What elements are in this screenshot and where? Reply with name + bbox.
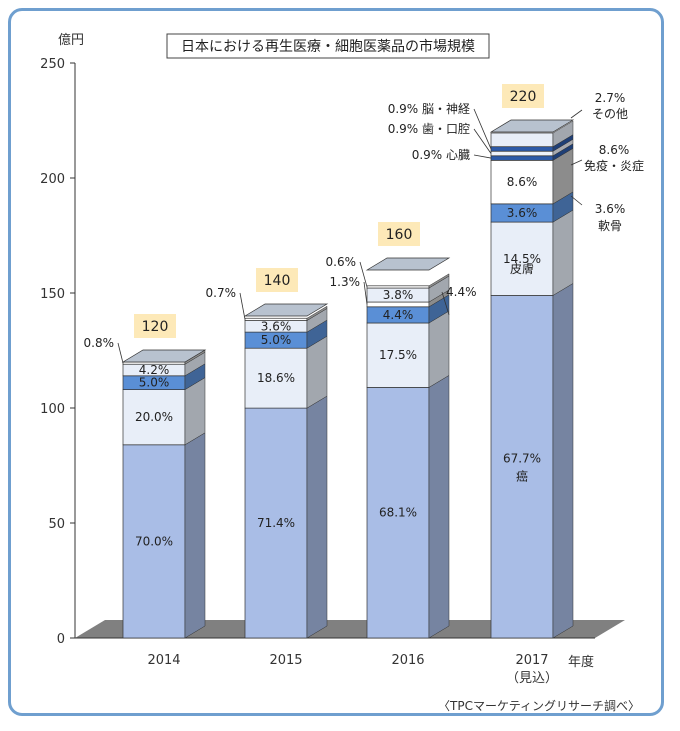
callout-line <box>570 159 583 166</box>
y-axis-unit-label: 億円 <box>58 32 84 48</box>
callout-label: 0.7% <box>206 286 237 300</box>
bar-side <box>552 209 574 296</box>
callout-line <box>473 128 492 154</box>
segment-label: 4.4% <box>383 308 414 322</box>
bar-segment <box>122 389 186 446</box>
total-box <box>256 268 298 292</box>
bar-top <box>365 257 451 271</box>
callout-line <box>473 108 492 150</box>
bar-top <box>489 119 575 133</box>
callout-name: その他 <box>592 107 628 121</box>
segment-label: 71.4% <box>257 516 295 530</box>
bar-side <box>428 273 450 289</box>
bar-segment <box>490 295 554 639</box>
bar-side <box>306 305 328 321</box>
callout-line <box>441 291 450 316</box>
callout-label: 8.6% <box>599 143 630 157</box>
source-note: 〈TPCマーケティングリサーチ調べ〉 <box>438 699 640 713</box>
callout-label: 4.4% <box>446 285 477 299</box>
bar-side <box>428 374 450 639</box>
bar-segment <box>244 347 308 409</box>
callout-label: 3.6% <box>595 202 626 216</box>
callout-label: 0.9% 脳・神経 <box>388 102 470 116</box>
callout-label: 2.7% <box>595 91 626 105</box>
bar-segment <box>490 146 554 152</box>
x-tick-label: 2016 <box>391 653 424 668</box>
callout-name: 免疫・炎症 <box>584 158 644 173</box>
callout-line <box>117 342 124 364</box>
total-box <box>378 222 420 246</box>
callout-label: 0.6% <box>326 255 357 269</box>
bar-segment <box>490 221 554 296</box>
bar-segment <box>366 301 430 308</box>
chart-title: 日本における再生医療・細胞医薬品の市場規模 <box>181 38 475 55</box>
bar-segment <box>490 159 554 205</box>
segment-label: 70.0% <box>135 534 173 548</box>
y-tick-label: 200 <box>40 172 65 187</box>
x-tick-note: （見込） <box>506 671 558 686</box>
x-tick-label: 2014 <box>147 653 180 668</box>
segment-label: 8.6% <box>507 175 538 189</box>
segment-label: 17.5% <box>379 348 417 362</box>
segment-label: 20.0% <box>135 410 173 424</box>
bar-top <box>121 349 207 363</box>
total-label: 220 <box>510 89 537 105</box>
bar-segment <box>490 132 554 148</box>
bar-side <box>306 335 328 409</box>
callout-line <box>570 195 583 206</box>
total-label: 140 <box>264 273 291 289</box>
callout-label: 0.8% <box>84 336 115 350</box>
x-tick-label: 2015 <box>269 653 302 668</box>
segment-label: 14.5% <box>503 252 541 266</box>
callout-line <box>363 281 368 305</box>
segment-label: 3.8% <box>383 288 414 302</box>
bar-segment <box>490 150 554 157</box>
bar-segment <box>366 387 430 639</box>
bar-side <box>552 120 574 148</box>
callout-line <box>359 261 368 288</box>
segment-label: 5.0% <box>139 376 170 390</box>
segment-label: 3.6% <box>261 319 292 333</box>
total-label: 120 <box>142 319 169 335</box>
segment-label: 67.7% <box>503 452 541 466</box>
bar-side <box>306 395 328 639</box>
total-label: 160 <box>386 227 413 243</box>
segment-label: 68.1% <box>379 506 417 520</box>
total-box <box>134 314 176 338</box>
segment-label: 3.6% <box>507 206 538 220</box>
callout-line <box>473 154 492 159</box>
callout-line <box>570 109 583 119</box>
segment-label: 18.6% <box>257 371 295 385</box>
total-box <box>502 84 544 108</box>
callout-label: 1.3% <box>330 275 361 289</box>
y-tick-label: 50 <box>48 517 65 532</box>
y-tick-label: 100 <box>40 402 65 417</box>
y-tick-label: 250 <box>40 57 65 72</box>
bar-segment <box>244 407 308 639</box>
callout-label: 0.9% 心臓 <box>412 148 470 162</box>
bar-side <box>552 282 574 639</box>
y-tick-label: 0 <box>57 632 65 647</box>
y-tick-label: 150 <box>40 287 65 302</box>
bar-side <box>184 432 206 639</box>
bar-segment <box>366 322 430 388</box>
chart-floor <box>75 620 625 638</box>
callout-label: 0.9% 歯・口腔 <box>388 121 470 136</box>
segment-name: 皮膚 <box>510 261 534 276</box>
segment-label: 4.2% <box>139 363 170 377</box>
bar-side <box>428 310 450 388</box>
bar-top <box>243 303 329 317</box>
chart-title-box <box>166 33 490 59</box>
x-tick-label: 2017 <box>515 653 548 668</box>
segment-label: 5.0% <box>261 333 292 347</box>
segment-name: 癌 <box>516 469 528 484</box>
x-axis-label: 年度 <box>568 654 594 670</box>
callout-name: 軟骨 <box>598 218 622 233</box>
callout-line <box>239 292 246 320</box>
bar-segment <box>490 155 554 161</box>
